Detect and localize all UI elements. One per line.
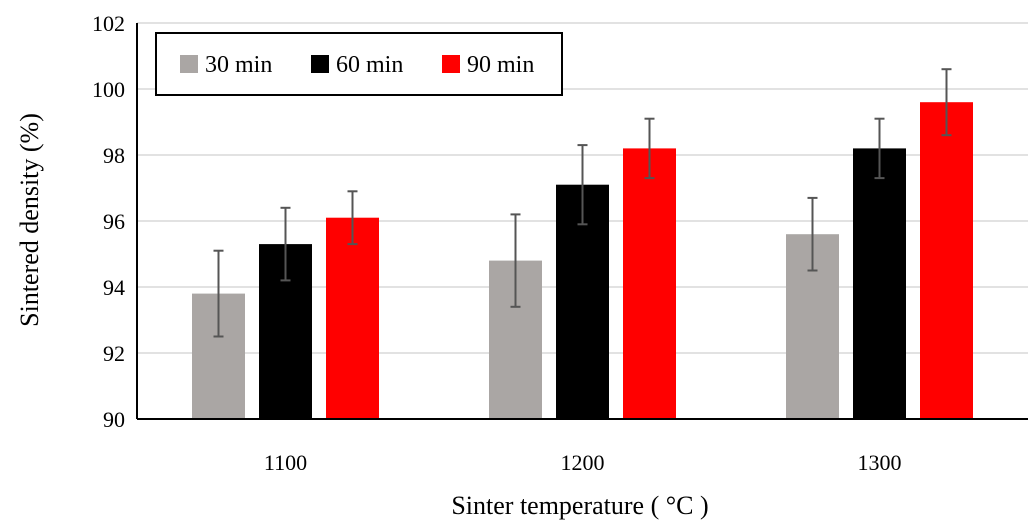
y-tick-label: 96 bbox=[103, 209, 125, 234]
bar bbox=[853, 148, 906, 419]
legend-swatch bbox=[442, 55, 460, 73]
y-tick-label: 92 bbox=[103, 341, 125, 366]
legend-box bbox=[155, 32, 563, 96]
bar bbox=[920, 102, 973, 419]
legend-label: 90 min bbox=[467, 52, 534, 78]
error-bars bbox=[213, 68, 952, 338]
x-axis-title: Sinter temperature ( °C ) bbox=[451, 491, 708, 520]
axes bbox=[136, 23, 1028, 420]
legend-swatch bbox=[311, 55, 329, 73]
legend-swatch bbox=[180, 55, 198, 73]
x-tick-label: 1200 bbox=[561, 450, 605, 475]
tick-labels: 90 92 94 96 98 100 102 1100 1200 1300 bbox=[92, 11, 902, 475]
y-tick-label: 98 bbox=[103, 143, 125, 168]
legend: 30 min 60 min 90 min bbox=[155, 32, 563, 96]
y-tick-label: 102 bbox=[92, 11, 125, 36]
y-axis-title: Sintered density (%) bbox=[15, 113, 44, 327]
legend-label: 30 min bbox=[205, 52, 272, 78]
x-tick-label: 1300 bbox=[858, 450, 902, 475]
y-tick-label: 100 bbox=[92, 77, 125, 102]
y-tick-label: 90 bbox=[103, 407, 125, 432]
y-tick-label: 94 bbox=[103, 275, 125, 300]
bar bbox=[623, 148, 676, 419]
legend-label: 60 min bbox=[336, 52, 403, 78]
bars bbox=[192, 102, 973, 419]
bar bbox=[326, 217, 379, 419]
x-tick-label: 1100 bbox=[264, 450, 307, 475]
